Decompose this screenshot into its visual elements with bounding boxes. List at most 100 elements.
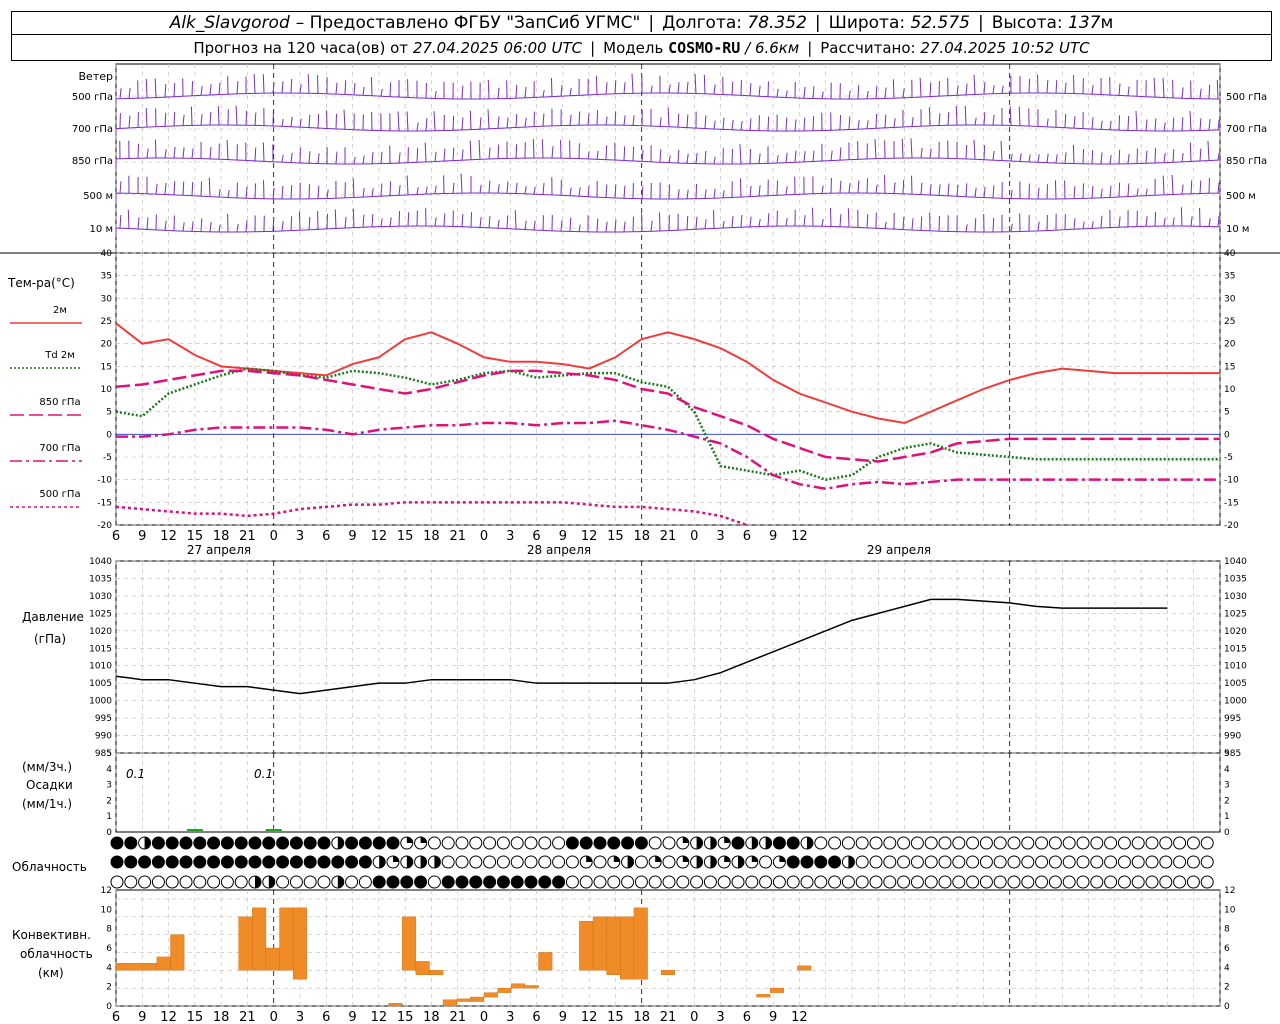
cloud-circle: [1200, 875, 1214, 889]
cloud-circle: [841, 875, 855, 889]
date-label-2: 28 апреля: [527, 543, 591, 557]
cloud-circle: [289, 836, 303, 850]
wind-barb: [145, 107, 148, 128]
temp-legend-label-4: 500 гПа: [39, 489, 80, 500]
wind-barb: [632, 115, 635, 126]
wind-barb: [262, 142, 265, 162]
model-label: Модель: [603, 38, 664, 57]
pres-tick-right: 1020: [1224, 627, 1247, 637]
cloud-circle: [151, 875, 165, 889]
wind-level-700hpa: 700 гПа: [72, 124, 113, 135]
wind-barb: [866, 178, 869, 194]
cloud-circle: [1076, 855, 1090, 869]
cloud-circle: [565, 855, 579, 869]
cloud-circle: [772, 836, 786, 850]
cloud-circle: [538, 855, 552, 869]
wind-barb: [497, 144, 500, 159]
pres-tick-left: 1005: [89, 679, 112, 689]
wind-barb: [488, 215, 491, 228]
conv-tick-left: 0: [106, 1002, 112, 1012]
temp-legend-label-2: 850 гПа: [39, 397, 80, 408]
cloud-circle: [483, 855, 497, 869]
wind-barb: [973, 139, 976, 160]
temp-tick-left: -15: [97, 498, 112, 508]
wind-barb: [452, 147, 455, 161]
wind-barb: [524, 117, 527, 128]
x-tick-bottom: 0: [690, 1010, 698, 1024]
precip-unit3: (мм/3ч.): [22, 760, 72, 774]
cloud-circle: [1062, 855, 1076, 869]
cloud-circle: [1035, 875, 1049, 889]
cloud-circle: [593, 875, 607, 889]
wind-barb: [370, 77, 373, 96]
wind-barb: [461, 149, 464, 161]
cloud-circle: [772, 875, 786, 889]
wind-barb: [973, 74, 976, 95]
cloud-circle: [1145, 855, 1159, 869]
wind-barb: [722, 117, 725, 130]
pres-tick-right: 1040: [1224, 557, 1247, 567]
cloud-circle: [234, 836, 248, 850]
wind-barb: [874, 138, 877, 159]
pres-tick-right: 995: [1224, 714, 1241, 724]
conv-bar-14: [470, 996, 485, 1002]
wind-barb: [686, 153, 689, 164]
cloud-circle: [814, 836, 828, 850]
cloud-circle: [966, 855, 980, 869]
date-label-3: 29 апреля: [867, 543, 931, 557]
wind-barb: [1127, 153, 1130, 164]
cloud-half: [420, 856, 427, 868]
wind-barb: [227, 190, 230, 198]
wind-barb: [164, 149, 167, 159]
wind-barb: [487, 79, 490, 99]
wind-barb: [272, 187, 275, 199]
conv-bar-20: [579, 921, 594, 971]
x-tick-temp: 9: [138, 529, 146, 544]
wind-barb: [254, 147, 257, 161]
x-tick-temp: 6: [322, 529, 330, 544]
pres-tick-left: 1035: [89, 574, 112, 584]
wind-barb: [965, 183, 968, 197]
temp-legend-label-3: 700 гПа: [39, 443, 80, 454]
wind-barb: [1145, 119, 1148, 131]
cloud-circle: [138, 875, 152, 889]
conv-bar-27: [770, 987, 785, 993]
wind-barb: [623, 185, 626, 199]
cloud-circle: [897, 855, 911, 869]
pres-tick-right: 985: [1224, 749, 1241, 759]
cloud-circle: [662, 836, 676, 850]
calc-label: Рассчитано:: [820, 38, 916, 57]
x-tick-temp: 21: [660, 529, 677, 544]
wind-barb: [704, 115, 707, 129]
wind-barb: [145, 78, 148, 98]
wind-level-500m-right: 500 м: [1226, 191, 1256, 202]
x-tick-bottom: 0: [270, 1010, 278, 1024]
wind-barb: [929, 148, 932, 159]
wind-barb: [875, 184, 878, 194]
wind-barb: [749, 216, 752, 227]
wind-barb: [1145, 216, 1148, 227]
cloud-circle: [1076, 836, 1090, 850]
wind-barb: [1153, 77, 1156, 98]
wind-barb: [821, 218, 824, 227]
cloud-circle: [552, 875, 566, 889]
wind-barb: [1217, 119, 1220, 130]
wind-barb: [623, 146, 626, 161]
wind-barb: [785, 90, 788, 98]
wind-barb: [866, 120, 869, 129]
cloud-circle: [938, 836, 952, 850]
wind-barb: [902, 216, 905, 230]
wind-barb: [587, 185, 590, 197]
cloud-circle: [524, 875, 538, 889]
cloud-circle: [151, 836, 165, 850]
conv-bar-5: [265, 947, 280, 971]
cloud-circle: [1062, 875, 1076, 889]
wind-barb: [1208, 84, 1211, 99]
wind-barb: [857, 120, 860, 130]
cloud-circle: [855, 855, 869, 869]
wind-barb: [542, 183, 545, 195]
wind-barb: [1172, 117, 1175, 132]
wind-barb: [362, 86, 365, 96]
wind-barb: [433, 111, 436, 131]
prec-tick-left: 5: [106, 749, 112, 759]
